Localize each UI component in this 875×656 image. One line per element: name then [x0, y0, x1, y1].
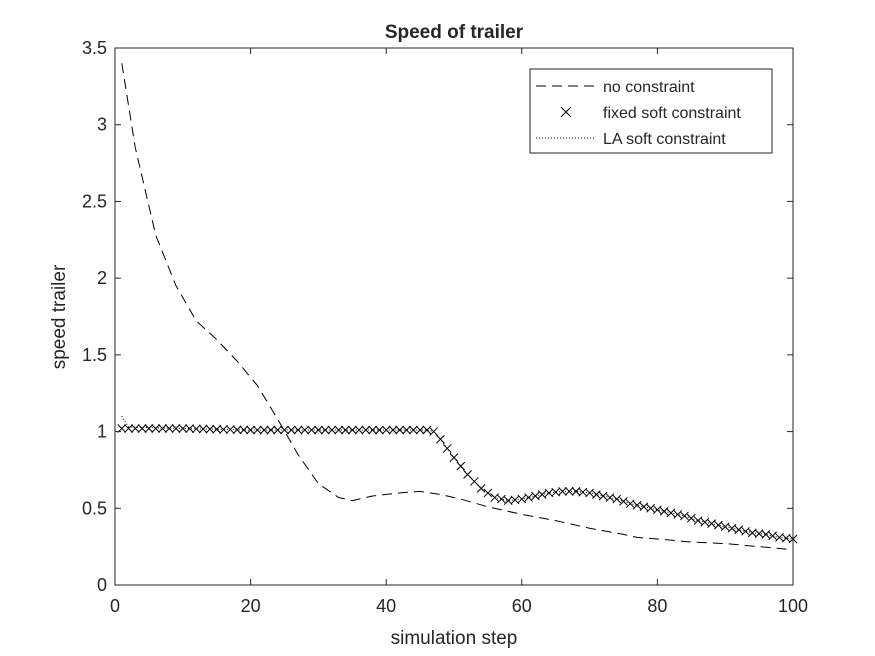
marker-fixed-soft-constraint [388, 425, 398, 435]
y-tick-label: 1 [97, 422, 107, 442]
marker-fixed-soft-constraint [680, 511, 689, 521]
marker-fixed-soft-constraint [347, 425, 357, 435]
x-tick-label: 100 [778, 596, 808, 616]
marker-fixed-soft-constraint [415, 425, 425, 435]
marker-fixed-soft-constraint [239, 425, 249, 435]
marker-fixed-soft-constraint [768, 531, 778, 541]
marker-fixed-soft-constraint [673, 510, 683, 519]
series-line-la-soft-constraint [121, 415, 794, 540]
y-tick-label: 3 [97, 115, 107, 135]
marker-fixed-soft-constraint [497, 494, 506, 504]
marker-fixed-soft-constraint [266, 425, 276, 435]
marker-fixed-soft-constraint [531, 491, 540, 501]
marker-fixed-soft-constraint [219, 425, 228, 434]
marker-fixed-soft-constraint [714, 520, 723, 530]
marker-fixed-soft-constraint [192, 424, 201, 434]
ticks-layer: 0 20 40 60 80 100 0 0.5 1 1.5 2 2.5 3 3.5 [82, 38, 808, 616]
x-tick-label: 80 [647, 596, 667, 616]
marker-fixed-soft-constraint [273, 425, 283, 435]
series-layer [117, 63, 798, 551]
y-tick-label: 0 [97, 575, 107, 595]
marker-fixed-soft-constraint [137, 424, 147, 433]
marker-fixed-soft-constraint [592, 490, 601, 499]
marker-fixed-soft-constraint [368, 425, 377, 435]
marker-fixed-soft-constraint [612, 494, 622, 504]
y-tick-label: 2.5 [82, 191, 107, 211]
marker-fixed-soft-constraint [395, 425, 405, 435]
series-line-no-constraint [121, 63, 794, 551]
marker-fixed-soft-constraint [361, 425, 371, 435]
axes-box [114, 47, 794, 586]
y-tick-label: 0.5 [82, 498, 107, 518]
legend-label-la-soft-constraint: LA soft constraint [603, 131, 726, 148]
marker-fixed-soft-constraint [232, 425, 242, 435]
marker-fixed-soft-constraint [653, 505, 662, 515]
marker-fixed-soft-constraint [639, 502, 649, 512]
legend-box [529, 68, 773, 154]
marker-fixed-soft-constraint [564, 487, 574, 496]
x-tick-label: 0 [110, 596, 120, 616]
marker-fixed-soft-constraint [375, 425, 384, 435]
marker-fixed-soft-constraint [422, 425, 432, 435]
marker-fixed-soft-constraint [741, 526, 750, 536]
legend-swatch-fixed-soft-constraint [560, 106, 572, 118]
marker-fixed-soft-constraint [734, 525, 744, 535]
legend-label-no-constraint: no constraint [603, 79, 695, 96]
y-tick-label: 1.5 [82, 345, 107, 365]
y-tick-label: 3.5 [82, 38, 107, 58]
marker-fixed-soft-constraint [124, 424, 133, 433]
chart-title: Speed of trailer [385, 22, 524, 43]
marker-fixed-soft-constraint [517, 494, 527, 504]
marker-fixed-soft-constraint [185, 424, 194, 434]
marker-fixed-soft-constraint [659, 507, 669, 516]
marker-fixed-soft-constraint [402, 425, 411, 435]
marker-fixed-soft-constraint [293, 425, 303, 435]
marker-fixed-soft-constraint [164, 424, 174, 433]
marker-fixed-soft-constraint [158, 424, 167, 433]
marker-fixed-soft-constraint [314, 425, 323, 435]
x-tick-label: 20 [241, 596, 261, 616]
marker-fixed-soft-constraint [286, 425, 296, 435]
marker-fixed-soft-constraint [619, 497, 628, 506]
y-tick-label: 2 [97, 268, 107, 288]
marker-fixed-soft-constraint [720, 522, 730, 532]
marker-fixed-soft-constraint [130, 424, 140, 433]
marker-fixed-soft-constraint [456, 461, 466, 471]
marker-fixed-soft-constraint [483, 488, 493, 498]
x-tick-label: 40 [376, 596, 396, 616]
y-axis-label: speed trailer [49, 264, 70, 369]
marker-fixed-soft-constraint [212, 424, 222, 434]
marker-fixed-soft-constraint [320, 425, 330, 435]
marker-fixed-soft-constraint [151, 424, 161, 433]
marker-fixed-soft-constraint [598, 491, 608, 501]
x-tick-label: 60 [512, 596, 532, 616]
marker-fixed-soft-constraint [632, 500, 642, 510]
marker-fixed-soft-constraint [144, 424, 154, 433]
marker-fixed-soft-constraint [476, 483, 486, 493]
marker-fixed-soft-constraint [693, 516, 703, 525]
marker-fixed-soft-constraint [259, 425, 269, 435]
marker-fixed-soft-constraint [205, 424, 215, 434]
legend-label-fixed-soft-constraint: fixed soft constraint [603, 105, 741, 122]
marker-fixed-soft-constraint [246, 425, 255, 435]
x-axis-label: simulation step [391, 628, 518, 649]
marker-fixed-soft-constraint [700, 517, 710, 527]
marker-fixed-soft-constraint [341, 425, 350, 435]
marker-fixed-soft-constraint [761, 530, 771, 539]
legend: no constraint fixed soft constraint LA s… [529, 68, 773, 154]
marker-fixed-soft-constraint [524, 493, 533, 502]
